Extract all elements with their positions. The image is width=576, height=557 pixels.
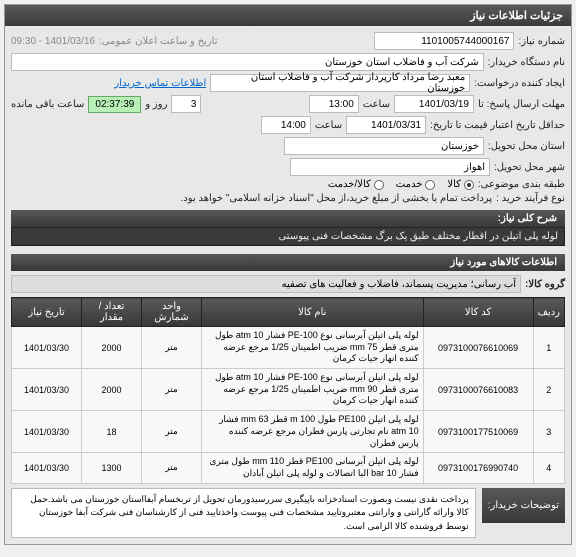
radio-service-label: خدمت — [396, 179, 423, 190]
col-unit: واحد شمارش — [142, 298, 202, 327]
cell-qty: 2000 — [82, 369, 142, 411]
creator-label: ایجاد کننده درخواست: — [474, 78, 565, 89]
time-label-1: ساعت — [363, 99, 390, 110]
cell-code: 0973100076610069 — [423, 327, 533, 369]
row-validity: حداقل تاریخ اعتبار قیمت تا تاریخ: 1401/0… — [11, 116, 565, 134]
cell-qty: 18 — [82, 411, 142, 453]
col-date: تاریخ نیاز — [12, 298, 82, 327]
row-group: گروه کالا: آب رسانی؛ مدیریت پسماند، فاضل… — [11, 275, 565, 293]
cell-qty: 1300 — [82, 453, 142, 483]
need-no-field: 1101005744000167 — [374, 32, 514, 50]
creator-field: معبد رضا مرداد کارپرداز شرکت آب و فاضلاب… — [210, 74, 470, 92]
province-label: استان محل تحویل: — [488, 141, 565, 152]
cell-n: 4 — [533, 453, 564, 483]
cell-code: 0973100177510069 — [423, 411, 533, 453]
table-row: 10973100076610069لوله پلی اتیلن آبرسانی … — [12, 327, 565, 369]
buyer-note-text: پرداخت نقدی نیست وبصورت اسنادخزانه باپیگ… — [11, 488, 476, 539]
radio-both-label: کالا/خدمت — [328, 179, 371, 190]
items-header: اطلاعات کالاهای مورد نیاز — [11, 254, 565, 271]
table-body: 10973100076610069لوله پلی اتیلن آبرسانی … — [12, 327, 565, 484]
need-header: شرح کلی نیاز: — [11, 210, 565, 227]
radio-dot-icon — [464, 180, 474, 190]
cell-qty: 2000 — [82, 327, 142, 369]
radio-goods-label: کالا — [447, 179, 461, 190]
col-name: نام کالا — [202, 298, 424, 327]
city-label: شهر محل تحویل: — [494, 162, 565, 173]
countdown: 02:37:39 — [88, 96, 141, 113]
contact-link[interactable]: اطلاعات تماس خریدار — [114, 78, 206, 89]
form-body: شماره نیاز: 1101005744000167 تاریخ و ساع… — [5, 26, 571, 544]
cell-date: 1401/03/30 — [12, 411, 82, 453]
col-code: کد کالا — [423, 298, 533, 327]
row-process: نوع فرآیند خرید : پرداخت تمام یا بخشی از… — [11, 193, 565, 204]
cell-n: 2 — [533, 369, 564, 411]
row-province: استان محل تحویل: خوزستان — [11, 137, 565, 155]
cell-name: لوله پلی اتیلن آبرسانی نوع PE-100 فشار a… — [202, 327, 424, 369]
buyer-org-label: نام دستگاه خریدار: — [488, 57, 565, 68]
cell-name: لوله پلی اتیلن آبرسانی PE100 قطر mm 110 … — [202, 453, 424, 483]
days-field: 3 — [171, 95, 201, 113]
radio-goods[interactable]: کالا — [447, 179, 474, 190]
radio-service[interactable]: خدمت — [396, 179, 436, 190]
cell-date: 1401/03/30 — [12, 327, 82, 369]
items-table: ردیف کد کالا نام کالا واحد شمارش تعداد /… — [11, 297, 565, 484]
radio-both[interactable]: کالا/خدمت — [328, 179, 384, 190]
table-row: 40973100176990740لوله پلی اتیلن آبرسانی … — [12, 453, 565, 483]
table-head: ردیف کد کالا نام کالا واحد شمارش تعداد /… — [12, 298, 565, 327]
col-qty: تعداد / مقدار — [82, 298, 142, 327]
announce-value: 1401/03/16 - 09:30 — [11, 36, 95, 47]
group-label: گروه کالا: — [525, 279, 565, 290]
validity-label: حداقل تاریخ اعتبار قیمت تا تاریخ: — [430, 120, 565, 131]
province-field: خوزستان — [284, 137, 484, 155]
cell-date: 1401/03/30 — [12, 369, 82, 411]
category-label: طبقه بندی موضوعی: — [478, 179, 565, 190]
radio-dot-icon — [374, 180, 384, 190]
deadline-label: مهلت ارسال پاسخ: تا — [478, 99, 565, 110]
row-creator: ایجاد کننده درخواست: معبد رضا مرداد کارپ… — [11, 74, 565, 92]
deadline-date: 1401/03/19 — [394, 95, 474, 113]
row-need-no: شماره نیاز: 1101005744000167 تاریخ و ساع… — [11, 32, 565, 50]
remain-label: ساعت باقی مانده — [11, 99, 84, 110]
deadline-time: 13:00 — [309, 95, 359, 113]
validity-date: 1401/03/31 — [346, 116, 426, 134]
cell-unit: متر — [142, 369, 202, 411]
buyer-note-label: توضیحات خریدار: — [482, 488, 565, 523]
row-city: شهر محل تحویل: اهواز — [11, 158, 565, 176]
cell-unit: متر — [142, 453, 202, 483]
process-label: نوع فرآیند خرید : — [496, 193, 565, 204]
table-row: 20973100076610083لوله پلی اتیلن آبرسانی … — [12, 369, 565, 411]
category-radios: کالا خدمت کالا/خدمت — [328, 179, 474, 190]
cell-unit: متر — [142, 327, 202, 369]
cell-date: 1401/03/30 — [12, 453, 82, 483]
need-text: لوله پلی اتیلن در اقطار مختلف طبق یک برگ… — [11, 227, 565, 246]
cell-code: 0973100176990740 — [423, 453, 533, 483]
group-field: آب رسانی؛ مدیریت پسماند، فاضلاب و فعالیت… — [11, 275, 521, 293]
announce-label: تاریخ و ساعت اعلان عمومی: — [99, 36, 218, 47]
row-category: طبقه بندی موضوعی: کالا خدمت کالا/خدمت — [11, 179, 565, 190]
cell-n: 1 — [533, 327, 564, 369]
row-buyer-org: نام دستگاه خریدار: شرکت آب و فاضلاب استا… — [11, 53, 565, 71]
city-field: اهواز — [290, 158, 490, 176]
validity-time: 14:00 — [261, 116, 311, 134]
cell-n: 3 — [533, 411, 564, 453]
cell-name: لوله پلی اتیلن آبرسانی نوع PE-100 فشار a… — [202, 369, 424, 411]
main-panel: جزئیات اطلاعات نیاز شماره نیاز: 11010057… — [4, 4, 572, 545]
panel-title: جزئیات اطلاعات نیاز — [5, 5, 571, 26]
radio-dot-icon — [425, 180, 435, 190]
process-text: پرداخت تمام یا بخشی از مبلغ خرید،از محل … — [181, 193, 493, 204]
row-deadline: مهلت ارسال پاسخ: تا 1401/03/19 ساعت 13:0… — [11, 95, 565, 113]
buyer-org-field: شرکت آب و فاضلاب استان خوزستان — [11, 53, 484, 71]
table-row: 30973100177510069لوله پلی اتیلن PE100 طو… — [12, 411, 565, 453]
col-n: ردیف — [533, 298, 564, 327]
need-no-label: شماره نیاز: — [518, 36, 565, 47]
buyer-note-row: توضیحات خریدار: پرداخت نقدی نیست وبصورت … — [11, 488, 565, 539]
day-label: روز و — [145, 99, 167, 110]
time-label-2: ساعت — [315, 120, 342, 131]
cell-name: لوله پلی اتیلن PE100 طول m 100 قطر mm 63… — [202, 411, 424, 453]
cell-code: 0973100076610083 — [423, 369, 533, 411]
cell-unit: متر — [142, 411, 202, 453]
